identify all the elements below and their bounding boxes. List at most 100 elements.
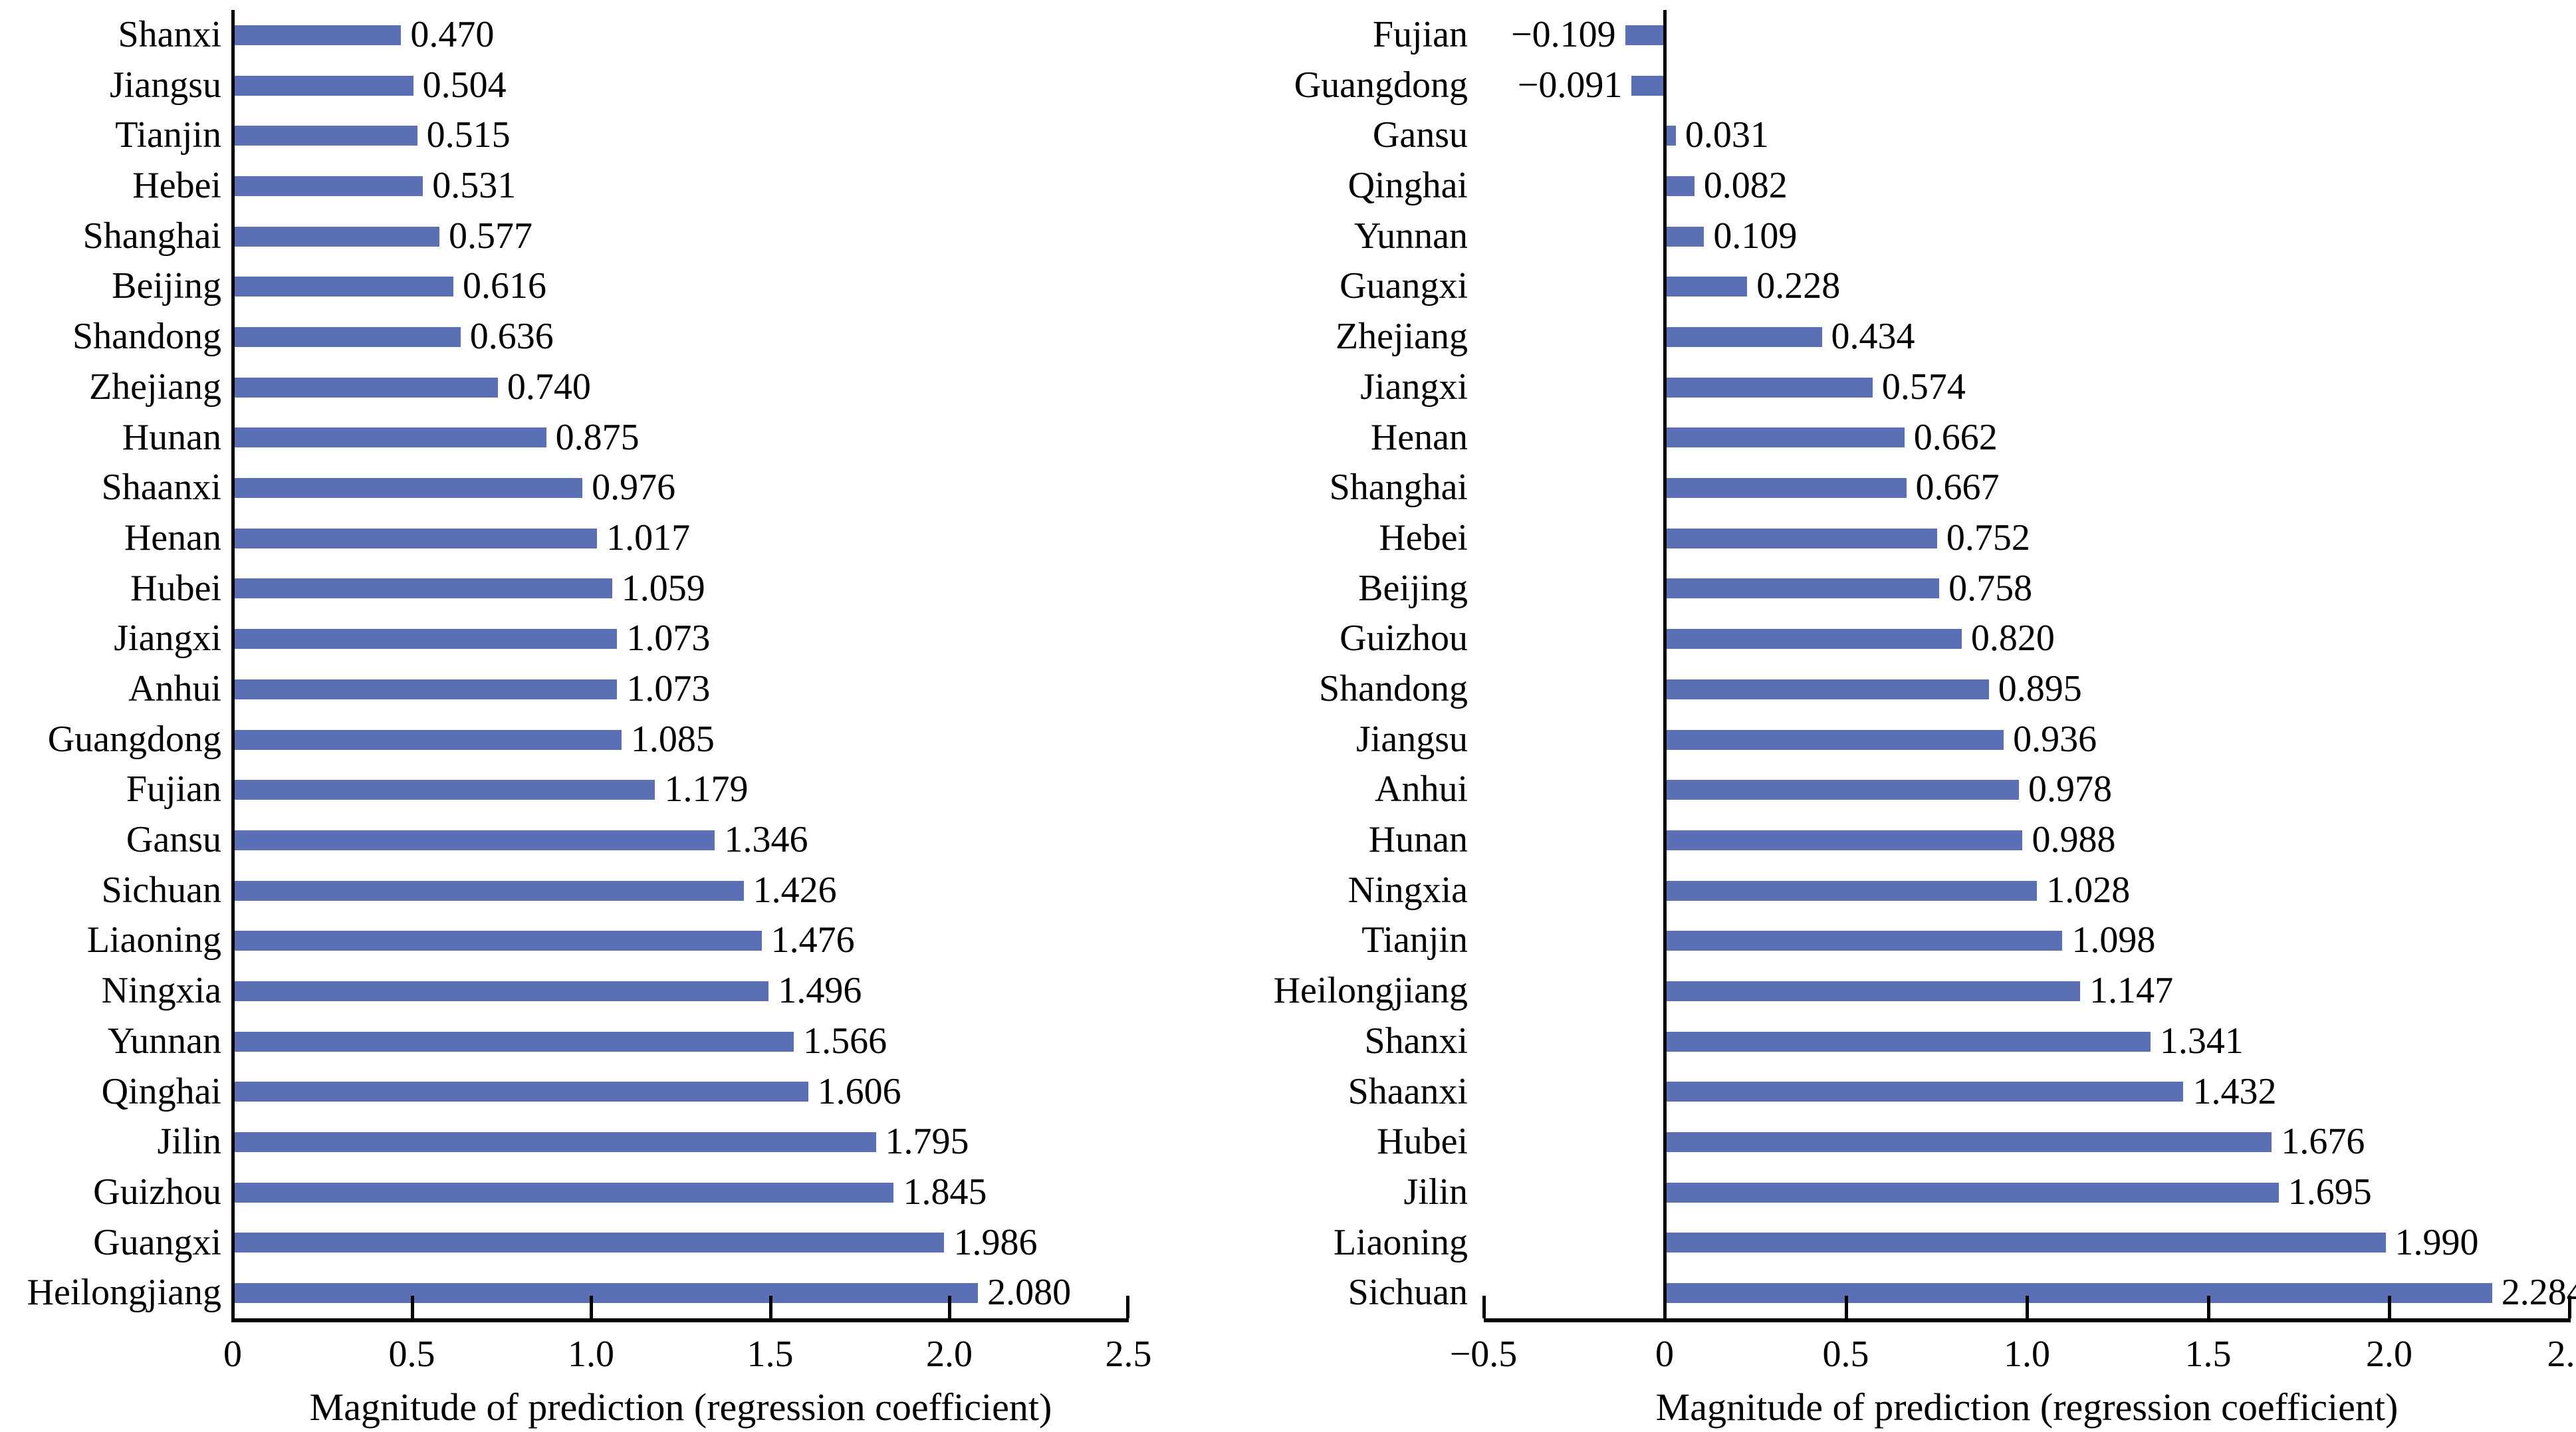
category-label: Hunan (1368, 819, 1468, 861)
bar (233, 327, 461, 347)
bar (1631, 75, 1665, 96)
bar-value-label: −0.091 (1517, 64, 1623, 106)
bar-value-label: 1.059 (621, 567, 705, 609)
tick-mark (1482, 1296, 1486, 1318)
bar (233, 478, 583, 499)
tick-label: 0 (223, 1334, 242, 1375)
bar (233, 578, 612, 599)
bar-value-label: 1.795 (885, 1121, 969, 1163)
x-axis-title: Magnitude of prediction (regression coef… (309, 1385, 1052, 1429)
bar (233, 75, 413, 96)
tick-label: 2.5 (1105, 1334, 1152, 1375)
bar (233, 679, 618, 699)
bar-value-label: 1.073 (626, 618, 711, 659)
category-label: Yunnan (1353, 215, 1468, 257)
bar-value-label: 1.496 (778, 970, 862, 1012)
bar (1665, 629, 1962, 650)
category-label: Hubei (130, 567, 221, 609)
bar (1665, 427, 1905, 448)
tick-mark (1125, 1296, 1129, 1318)
bar (1665, 1283, 2492, 1304)
tick-label: 0.5 (388, 1334, 435, 1375)
tick-label: 2.5 (2547, 1334, 2576, 1375)
category-label: Heilongjiang (27, 1272, 221, 1314)
x-axis-line (1483, 1318, 2571, 1322)
bar-value-label: 0.820 (1970, 618, 2055, 659)
bar-value-label: 0.504 (422, 64, 507, 106)
category-label: Guangdong (1294, 64, 1468, 106)
category-label: Heilongjiang (1273, 970, 1468, 1012)
bar-value-label: 0.228 (1756, 265, 1841, 307)
bar-value-label: 0.531 (432, 165, 517, 207)
bar-value-label: 0.875 (555, 416, 640, 458)
bar (1665, 729, 2004, 750)
bar-value-label: 1.990 (2395, 1221, 2479, 1263)
category-label: Ningxia (1347, 869, 1468, 911)
category-label: Gansu (126, 819, 221, 861)
bar-value-label: 1.098 (2071, 919, 2156, 961)
category-label: Tianjin (115, 114, 221, 156)
category-label: Guizhou (1340, 618, 1468, 659)
bar-value-label: 1.695 (2287, 1171, 2372, 1213)
bar (233, 1182, 894, 1203)
bar-value-label: 0.667 (1915, 467, 2000, 509)
bar (1665, 478, 1907, 499)
bar (233, 126, 417, 146)
category-label: Fujian (1372, 14, 1468, 55)
category-label: Shandong (72, 316, 221, 358)
category-label: Henan (1370, 416, 1468, 458)
tick-label: 2.0 (2366, 1334, 2412, 1375)
bar (233, 226, 439, 247)
bar (233, 1132, 876, 1153)
category-label: Hubei (1377, 1121, 1468, 1163)
bar-value-label: 1.179 (664, 769, 749, 810)
bar-value-label: 1.073 (626, 668, 711, 709)
category-label: Hebei (1379, 517, 1468, 558)
bar (1665, 830, 2023, 850)
bar (233, 880, 744, 901)
category-label: Sichuan (101, 869, 221, 911)
bar (233, 780, 655, 800)
category-label: Shaanxi (101, 467, 221, 509)
bar-value-label: 0.752 (1946, 517, 2030, 558)
bar-value-label: 0.616 (463, 265, 547, 307)
tick-mark (2206, 1296, 2210, 1318)
tick-label: −0.5 (1449, 1334, 1518, 1375)
category-label: Guangdong (47, 718, 221, 760)
bar-value-label: 1.476 (770, 919, 855, 961)
bar (1665, 981, 2081, 1001)
tick-label: 2.0 (926, 1334, 973, 1375)
tick-mark (2567, 1296, 2571, 1318)
category-label: Hunan (122, 416, 221, 458)
bar (233, 629, 618, 650)
bar-value-label: 1.346 (724, 819, 808, 861)
bar (233, 1283, 979, 1304)
x-axis-line (233, 1318, 1129, 1322)
category-label: Jilin (157, 1121, 221, 1163)
category-label: Gansu (1372, 114, 1468, 156)
bar (233, 277, 454, 297)
bar-value-label: 1.017 (606, 517, 691, 558)
tick-mark (768, 1296, 772, 1318)
bar-value-label: 0.470 (410, 14, 495, 55)
bar (233, 427, 546, 448)
category-label: Guizhou (93, 1171, 221, 1213)
bar (1665, 1132, 2272, 1153)
bar-value-label: 0.662 (1913, 416, 1998, 458)
bar-value-label: 0.577 (449, 215, 532, 257)
bar-value-label: 0.895 (1998, 668, 2082, 709)
bar (1625, 25, 1665, 45)
category-label: Jilin (1403, 1171, 1468, 1213)
bar (233, 729, 622, 750)
tick-label: 0.5 (1822, 1334, 1869, 1375)
bar (1665, 1182, 2279, 1203)
category-label: Hebei (132, 165, 221, 207)
category-label: Ningxia (101, 970, 221, 1012)
category-label: Liaoning (1333, 1221, 1468, 1263)
bar (1665, 880, 2038, 901)
bar (233, 176, 423, 196)
bar-value-label: 0.976 (592, 467, 676, 509)
bar (1665, 1233, 2386, 1253)
category-label: Beijing (1358, 567, 1468, 609)
